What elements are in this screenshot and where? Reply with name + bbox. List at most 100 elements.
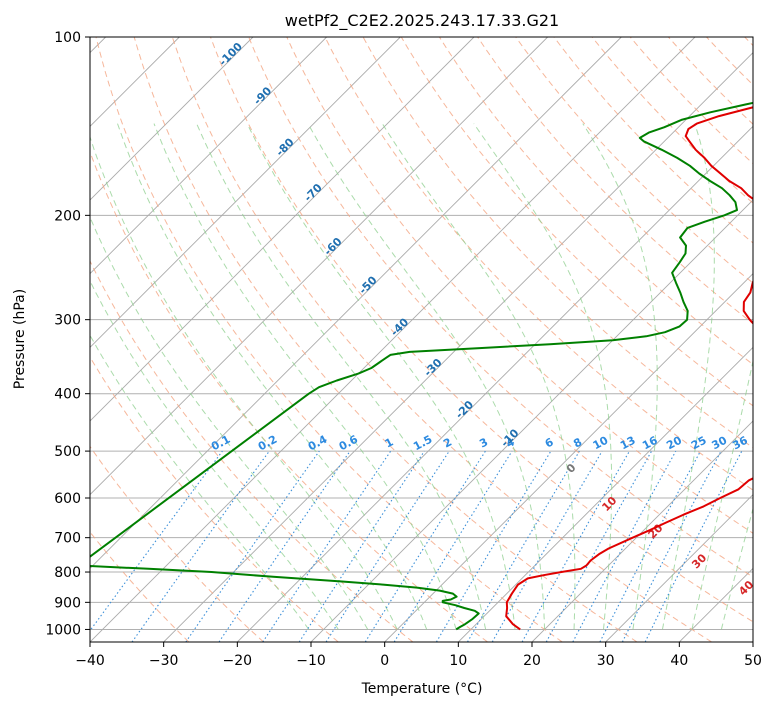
reference-lines: [90, 37, 753, 642]
temperature-profile-line: [505, 106, 753, 631]
mixing-ratio-label: 8: [571, 435, 584, 450]
moist-adiabat-line: [582, 123, 658, 630]
dewpoint-profile-line: [90, 101, 753, 631]
mixing-ratio-label: 16: [640, 434, 660, 453]
chart-title: wetPf2_C2E2.2025.243.17.33.G21: [285, 11, 559, 31]
isotherm-line: [90, 37, 254, 201]
y-tick-label: 700: [54, 531, 81, 547]
moist-adiabat-line: [196, 123, 487, 630]
isotherm-label: -80: [273, 135, 296, 158]
isotherm-label: -30: [421, 356, 444, 379]
y-tick-label: 900: [54, 595, 81, 611]
mixing-ratio-label: 3: [477, 435, 490, 450]
moist-adiabat-line: [720, 506, 753, 630]
y-tick-label: 500: [54, 444, 81, 460]
dry-adiabat-line: [744, 37, 753, 47]
isotherm-line: [458, 346, 753, 642]
dry-adiabat-line: [171, 37, 712, 642]
dry-adiabat-line: [90, 356, 339, 642]
mixing-ratio-line: [262, 450, 392, 642]
dry-adiabat-line: [133, 37, 638, 642]
isotherm-line: [384, 273, 753, 642]
y-tick-label: 200: [54, 208, 81, 224]
isotherm-line: [679, 567, 753, 642]
mixing-ratio-line: [218, 450, 351, 642]
isotherm-line: [90, 37, 327, 275]
moist-adiabat-line: [661, 123, 715, 630]
isotherm-label: 10: [599, 494, 619, 514]
x-tick-label: 30: [597, 653, 615, 669]
dry-adiabat-line: [95, 37, 563, 642]
y-tick-label: 1000: [45, 622, 81, 638]
dry-adiabat-line: [515, 37, 753, 284]
isotherm-label: -40: [388, 315, 411, 338]
dry-adiabat-line: [286, 37, 753, 534]
x-tick-label: 20: [523, 653, 541, 669]
dry-adiabat-line: [324, 37, 753, 491]
isotherm-line: [90, 37, 696, 642]
isotherm-line: [605, 494, 753, 642]
isotherm-label: -10: [498, 426, 521, 449]
x-tick-label: 0: [380, 653, 389, 669]
moist-adiabat-line: [691, 358, 753, 630]
mixing-ratio-label: 13: [618, 434, 638, 453]
x-tick-label: −20: [223, 653, 253, 669]
y-tick-label: 100: [54, 30, 81, 46]
x-tick-label: −40: [75, 653, 105, 669]
moist-adiabat-line: [90, 279, 339, 630]
moist-adiabat-line: [90, 334, 310, 630]
moist-adiabat-line: [90, 215, 369, 630]
moist-adiabat-line: [117, 123, 428, 630]
plot-frame: [89, 36, 754, 643]
isotherm-label: -20: [453, 398, 476, 421]
dry-adiabat-line: [90, 445, 264, 642]
isotherm-line: [90, 37, 401, 348]
isotherm-line: [90, 37, 622, 569]
y-tick-label: 400: [54, 387, 81, 403]
isotherm-line: [752, 641, 753, 642]
mixing-ratio-label: 20: [664, 433, 684, 452]
isotherm-line: [310, 199, 753, 642]
dry-adiabat-line: [706, 37, 753, 86]
mixing-ratio-line: [393, 450, 513, 642]
mixing-ratio-line: [644, 450, 743, 642]
mixing-ratio-label: 1: [383, 435, 396, 450]
x-tick-label: 10: [449, 653, 467, 669]
mixing-ratio-line: [521, 450, 630, 642]
y-tick-label: 300: [54, 313, 81, 329]
mixing-ratio-line: [364, 450, 486, 642]
mixing-ratio-label: 6: [543, 435, 556, 450]
dry-adiabat-line: [248, 37, 753, 578]
mixing-ratio-label: 0.4: [306, 433, 330, 454]
moist-adiabat-line: [473, 123, 613, 630]
moist-adiabat-line: [90, 135, 398, 630]
isotherm-label: -70: [302, 181, 325, 204]
y-axis-label: Pressure (hPa): [12, 289, 28, 389]
mixing-ratio-line: [90, 450, 223, 632]
isotherm-line: [237, 125, 753, 642]
x-tick-label: 40: [670, 653, 688, 669]
mixing-ratio-line: [131, 450, 270, 642]
isotherm-line: [163, 52, 753, 642]
x-axis: −40 −30 −20 −10 0 10 20 30 40 50: [75, 642, 762, 669]
mixing-ratio-label: 0.1: [209, 433, 232, 454]
moist-adiabat-line: [246, 123, 516, 630]
mixing-ratio-line: [298, 450, 425, 642]
x-axis-label: Temperature (°C): [361, 681, 483, 697]
mixing-ratio-line: [435, 450, 552, 642]
dry-adiabat-line: [90, 531, 190, 642]
x-tick-label: 50: [744, 653, 762, 669]
mixing-ratio-label: 0.6: [337, 433, 361, 454]
dry-adiabat-line: [210, 37, 753, 623]
y-tick-label: 800: [54, 565, 81, 581]
isotherm-label: 30: [689, 551, 709, 571]
mixing-ratio-line: [545, 450, 653, 642]
mixing-ratio-label: 10: [591, 433, 611, 452]
dry-adiabat-line: [668, 37, 753, 125]
mixing-ratio-line: [325, 450, 450, 642]
mixing-ratio-label: 25: [689, 434, 709, 453]
isotherm-label: -60: [321, 235, 344, 258]
mixing-ratio-label: 1.5: [411, 433, 434, 454]
dry-adiabat-line: [90, 259, 414, 642]
